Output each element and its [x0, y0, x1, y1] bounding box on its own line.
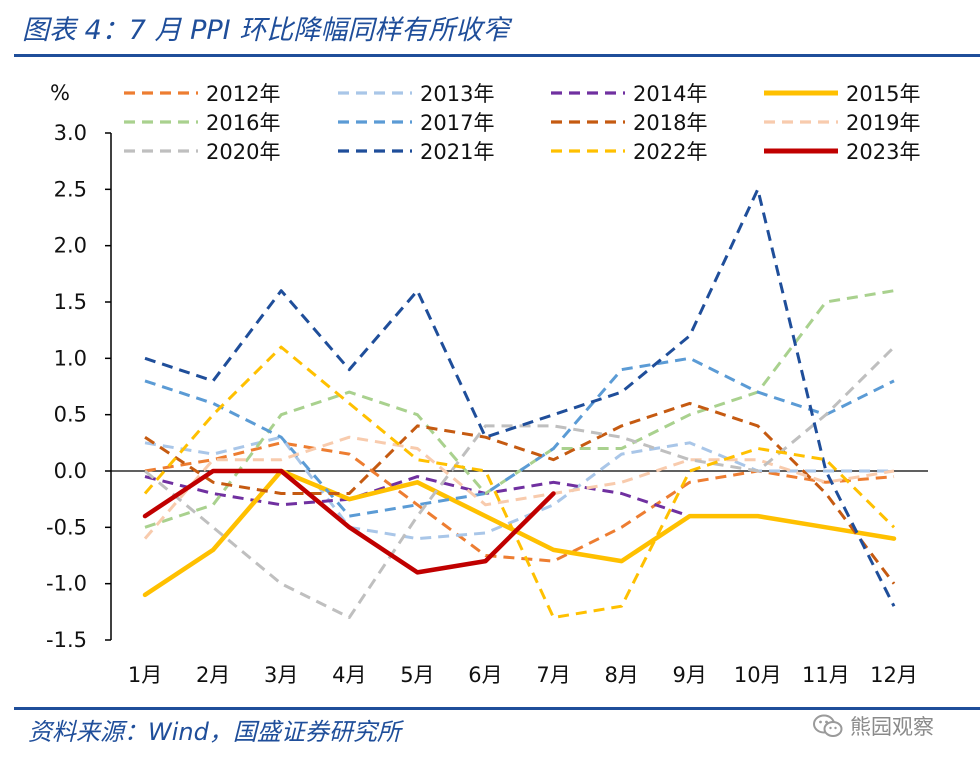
- legend-label: 2021年: [420, 140, 494, 164]
- y-tick-label: -0.5: [46, 515, 87, 539]
- x-tick-label: 12月: [870, 663, 918, 687]
- top-rule: [14, 54, 980, 57]
- y-tick-label: 2.5: [54, 177, 87, 201]
- legend-item-2016年: 2016年: [124, 111, 280, 135]
- figure-header: 图表 4：7 月 PPI 环比降幅同样有所收窄: [0, 0, 980, 60]
- legend-item-2017年: 2017年: [338, 111, 494, 135]
- series-line-2013年: [144, 435, 894, 541]
- legend-label: 2019年: [846, 111, 920, 135]
- legend-label: 2013年: [420, 82, 494, 106]
- ppi-mom-line-chart: -1.5 -1.0 -0.5 0.0 0.5 1.0 1.5 2.0 2.5 3.0% 1月 2月 3月…: [46, 81, 928, 687]
- y-tick-label: 3.0: [54, 121, 87, 145]
- legend-label: 2017年: [420, 111, 494, 135]
- x-tick-label: 4月: [332, 663, 366, 687]
- y-tick-label: -1.0: [46, 572, 87, 596]
- legend-item-2022年: 2022年: [551, 140, 707, 164]
- y-axis-unit-label: %: [50, 81, 70, 105]
- series-line-2022年: [143, 345, 896, 619]
- legend-label: 2022年: [633, 140, 707, 164]
- x-tick-label: 9月: [673, 663, 707, 687]
- series-line-2021年: [144, 187, 896, 607]
- legend-item-2023年: 2023年: [764, 140, 920, 164]
- source-note: 资料来源：Wind，国盛证券研究所: [28, 718, 401, 746]
- x-tick-label: 3月: [264, 663, 298, 687]
- legend: 2012年 2013年 2014年 2015年 2016年 2017年 2018年 2019年…: [124, 82, 920, 164]
- y-tick-label: 1.0: [54, 346, 87, 370]
- x-tick-label: 8月: [604, 663, 638, 687]
- bottom-rule: [14, 707, 980, 710]
- series-line-2016年: [144, 289, 895, 529]
- series-line-2015年: [142, 468, 897, 598]
- y-tick-label: -1.5: [46, 628, 87, 652]
- x-tick-label: 6月: [468, 663, 502, 687]
- y-tick-label: 1.5: [54, 290, 87, 314]
- x-tick-label: 2月: [196, 663, 230, 687]
- legend-label: 2012年: [206, 82, 280, 106]
- x-tick-label: 1月: [128, 663, 162, 687]
- series-line-2012年: [144, 441, 895, 563]
- legend-label: 2018年: [633, 111, 707, 135]
- watermark: 熊园观察: [812, 710, 934, 742]
- legend-item-2013年: 2013年: [338, 82, 494, 106]
- y-tick-label: 0.0: [54, 459, 87, 483]
- series-line-2020年: [144, 346, 896, 619]
- legend-item-2020年: 2020年: [124, 140, 280, 164]
- legend-item-2018年: 2018年: [551, 111, 707, 135]
- wechat-icon: [813, 714, 843, 737]
- y-tick-label: 2.0: [54, 234, 87, 258]
- legend-label: 2014年: [633, 82, 707, 106]
- series-line-2023年: [142, 468, 556, 575]
- x-tick-label: 5月: [400, 663, 434, 687]
- legend-item-2015年: 2015年: [764, 82, 920, 106]
- series-line-2018年: [144, 401, 896, 585]
- figure-title: 图表 4：7 月 PPI 环比降幅同样有所收窄: [22, 15, 510, 46]
- series-lines: [142, 187, 897, 619]
- watermark-text: 熊园观察: [850, 715, 934, 739]
- legend-label: 2023年: [846, 140, 920, 164]
- x-tick-label: 10月: [734, 663, 782, 687]
- legend-item-2012年: 2012年: [124, 82, 280, 106]
- x-tick-label: 11月: [802, 663, 850, 687]
- legend-label: 2015年: [846, 82, 920, 106]
- y-tick-label: 0.5: [54, 403, 87, 427]
- legend-item-2014年: 2014年: [551, 82, 707, 106]
- x-tick-label: 7月: [536, 663, 570, 687]
- series-line-2017年: [144, 356, 895, 518]
- legend-item-2019年: 2019年: [764, 111, 920, 135]
- legend-item-2021年: 2021年: [338, 140, 494, 164]
- series-line-2014年: [144, 475, 691, 518]
- legend-label: 2020年: [206, 140, 280, 164]
- legend-label: 2016年: [206, 111, 280, 135]
- axes: -1.5 -1.0 -0.5 0.0 0.5 1.0 1.5 2.0 2.5 3.0% 1月 2月 3月…: [46, 81, 928, 687]
